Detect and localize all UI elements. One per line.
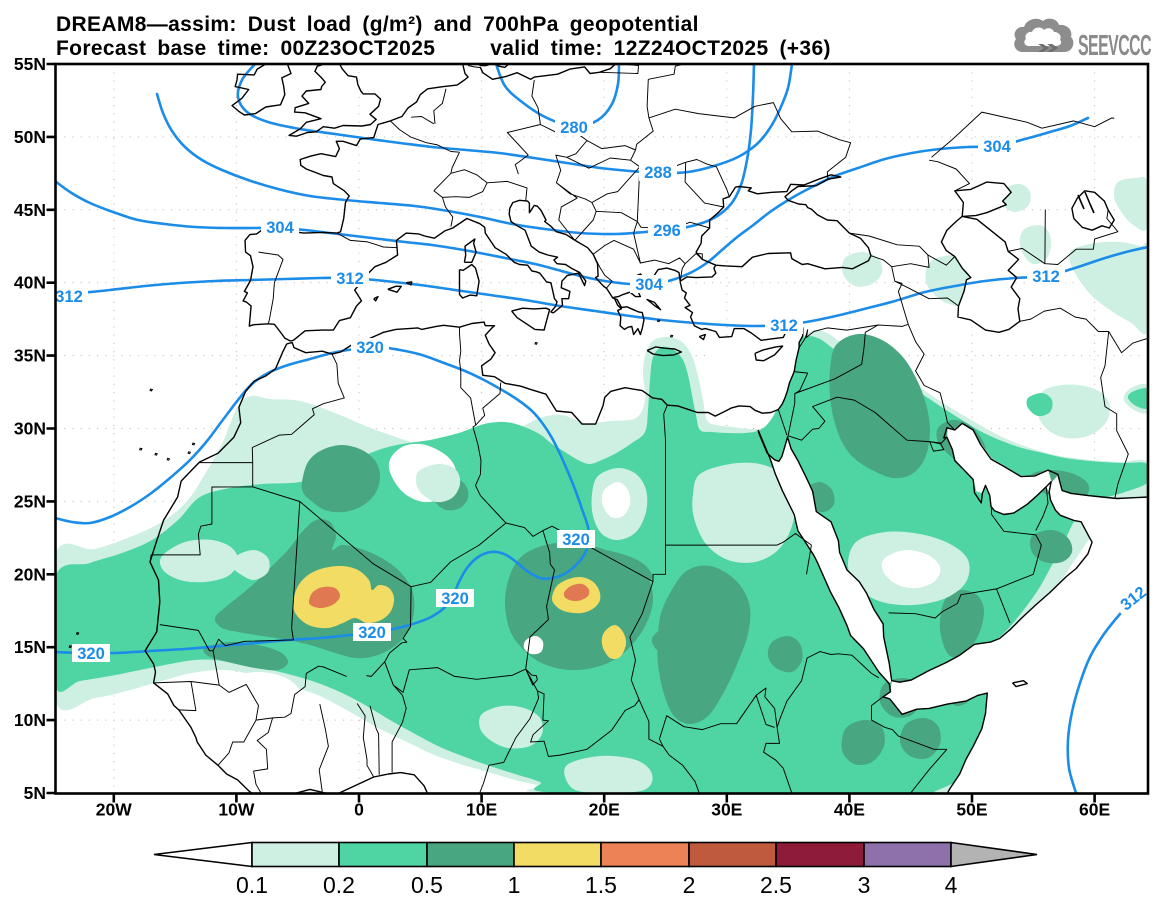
svg-text:5N: 5N	[24, 783, 46, 803]
svg-text:296: 296	[653, 222, 681, 240]
svg-text:45N: 45N	[14, 200, 46, 220]
svg-text:312: 312	[1032, 268, 1060, 286]
svg-text:DREAM8—assim: Dust load (g/m²): DREAM8—assim: Dust load (g/m²) and 700hP…	[56, 13, 699, 36]
svg-text:312: 312	[770, 317, 798, 335]
svg-text:312: 312	[55, 288, 83, 306]
svg-text:304: 304	[635, 276, 663, 294]
svg-text:30E: 30E	[711, 800, 742, 820]
svg-text:15N: 15N	[14, 637, 46, 657]
svg-text:0: 0	[354, 800, 364, 820]
svg-text:20W: 20W	[96, 800, 132, 820]
svg-text:35N: 35N	[14, 346, 46, 366]
svg-text:50N: 50N	[14, 127, 46, 147]
svg-text:320: 320	[77, 645, 105, 663]
svg-text:320: 320	[562, 531, 590, 549]
svg-text:40E: 40E	[834, 800, 865, 820]
svg-text:60E: 60E	[1079, 800, 1110, 820]
svg-text:320: 320	[356, 339, 384, 357]
svg-text:1: 1	[508, 872, 521, 898]
svg-text:25N: 25N	[14, 491, 46, 511]
svg-text:20N: 20N	[14, 564, 46, 584]
svg-text:0.5: 0.5	[411, 872, 443, 898]
svg-text:30N: 30N	[14, 419, 46, 439]
svg-text:2: 2	[683, 872, 696, 898]
svg-text:10W: 10W	[218, 800, 254, 820]
svg-text:40N: 40N	[14, 273, 46, 293]
svg-text:304: 304	[266, 219, 294, 237]
svg-text:55N: 55N	[14, 54, 46, 74]
svg-text:20E: 20E	[589, 800, 620, 820]
svg-text:1.5: 1.5	[585, 872, 617, 898]
svg-text:320: 320	[358, 624, 386, 642]
svg-text:50E: 50E	[956, 800, 987, 820]
svg-text:SEEVCCC: SEEVCCC	[1078, 30, 1152, 62]
svg-text:0.2: 0.2	[323, 872, 355, 898]
svg-text:280: 280	[560, 119, 588, 137]
svg-text:0.1: 0.1	[236, 872, 268, 898]
svg-text:10E: 10E	[466, 800, 497, 820]
svg-text:304: 304	[983, 138, 1011, 156]
svg-text:10N: 10N	[14, 710, 46, 730]
svg-text:3: 3	[858, 872, 871, 898]
svg-text:2.5: 2.5	[760, 872, 792, 898]
svg-text:288: 288	[644, 164, 672, 182]
svg-text:Forecast base time: 00Z23OCT20: Forecast base time: 00Z23OCT2025 valid t…	[56, 37, 831, 60]
svg-text:4: 4	[945, 872, 958, 898]
svg-text:320: 320	[441, 590, 469, 608]
svg-text:312: 312	[336, 270, 364, 288]
